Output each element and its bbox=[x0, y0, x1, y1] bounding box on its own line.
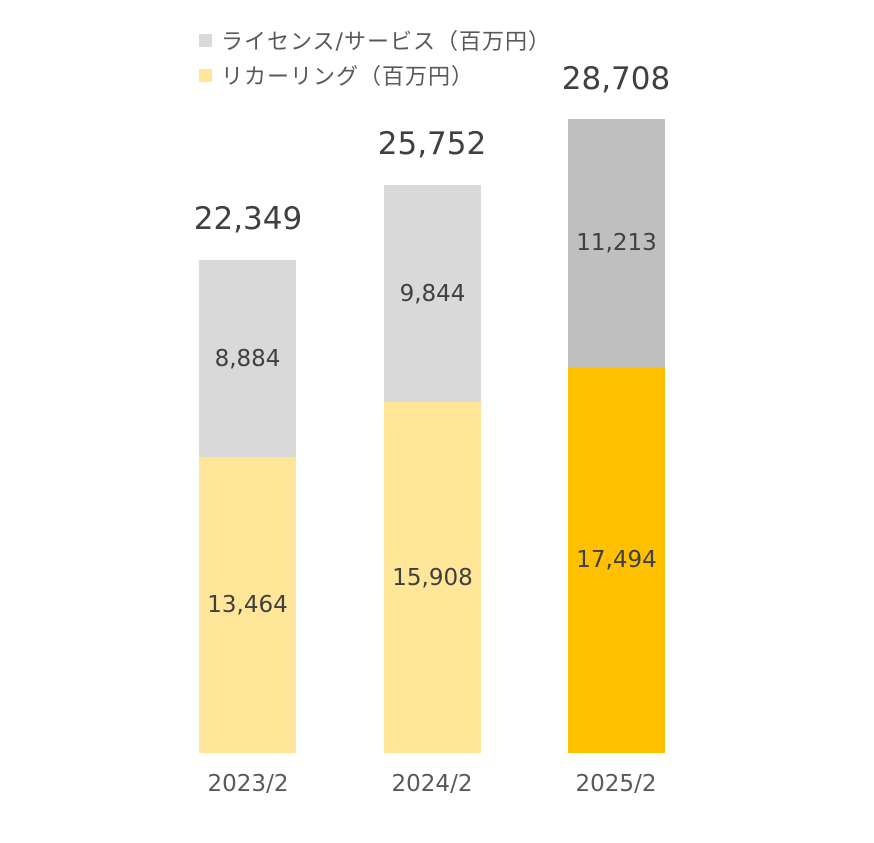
x-axis-label-2025: 2025/2 bbox=[575, 771, 657, 797]
value-label-license-2025: 11,213 bbox=[576, 230, 657, 256]
segment-license-2025: 11,213 bbox=[568, 119, 665, 367]
value-label-recurring-2025: 17,494 bbox=[576, 547, 657, 573]
legend-label-recurring: リカーリング（百万円） bbox=[221, 65, 475, 90]
segment-license-2023: 8,884 bbox=[199, 260, 296, 457]
value-label-recurring-2024: 15,908 bbox=[392, 564, 473, 591]
legend-swatch-license-service bbox=[199, 33, 212, 47]
total-label-2024: 25,752 bbox=[377, 126, 487, 162]
legend-item-license-service: ライセンス/サービス（百万円） bbox=[199, 26, 551, 55]
bar-2025: 11,213 17,494 bbox=[568, 119, 665, 753]
segment-recurring-2023: 13,464 bbox=[199, 457, 296, 753]
segment-license-2024: 9,844 bbox=[384, 185, 481, 402]
bar-2024: 9,844 15,908 bbox=[384, 185, 481, 753]
bar-2023: 8,884 13,464 bbox=[199, 260, 296, 753]
x-axis-label-2023: 2023/2 bbox=[207, 771, 289, 797]
legend-label-license-service: ライセンス/サービス（百万円） bbox=[221, 30, 551, 55]
total-label-2025: 28,708 bbox=[561, 61, 671, 97]
value-label-license-2023: 8,884 bbox=[214, 345, 281, 372]
legend-swatch-recurring bbox=[199, 68, 212, 82]
legend-item-recurring: リカーリング（百万円） bbox=[199, 61, 475, 90]
total-label-2023: 22,349 bbox=[193, 201, 303, 237]
segment-recurring-2025: 17,494 bbox=[568, 367, 665, 753]
segment-recurring-2024: 15,908 bbox=[384, 402, 481, 753]
value-label-recurring-2023: 13,464 bbox=[207, 592, 288, 618]
x-axis-label-2024: 2024/2 bbox=[391, 771, 473, 797]
value-label-license-2024: 9,844 bbox=[399, 280, 466, 307]
